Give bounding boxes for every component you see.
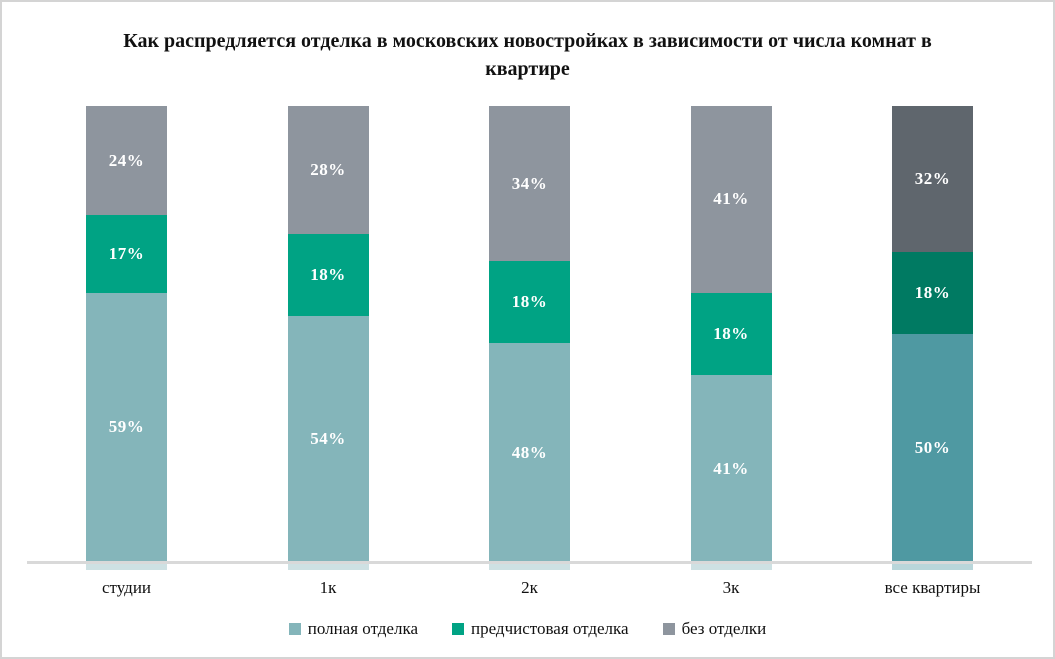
legend-item: предчистовая отделка (452, 619, 629, 639)
x-label-2к: 2к (521, 578, 538, 597)
bar-value-label: 18% (511, 292, 548, 312)
legend: полная отделка предчистовая отделка без от… (2, 619, 1053, 639)
bar-segment: 59% (86, 292, 167, 562)
x-label-студии: студии (101, 578, 152, 597)
x-label-3к: 3к (722, 578, 740, 597)
bar-value-label: 18% (310, 264, 346, 284)
bar-segment: 54% (287, 315, 369, 562)
below-axis-stubs (86, 562, 973, 570)
bar-stub (690, 562, 772, 570)
bar-value-label: 32% (914, 168, 951, 188)
bar-segment: 32% (892, 106, 973, 252)
bar-value-label: 50% (914, 437, 951, 457)
legend-label: предчистовая отделка (471, 619, 629, 638)
bar-value-label: 41% (713, 458, 749, 478)
legend-swatch-icon (288, 623, 301, 635)
legend-item: без отделки (662, 619, 767, 639)
x-axis-line (27, 561, 1032, 564)
bar-stub (489, 562, 570, 570)
bar-stub (287, 562, 369, 570)
bar-2к: 34% 18% 48% (489, 106, 570, 562)
bar-segment: 28% (287, 106, 369, 234)
legend-item: полная отделка (288, 619, 418, 639)
bar-value-label: 54% (310, 428, 346, 448)
bar-value-label: 17% (108, 244, 145, 264)
bar-value-label: 59% (108, 417, 145, 437)
bar-segment: 18% (690, 292, 772, 376)
bar-segment: 18% (489, 261, 570, 344)
chart-title: Как распредляется отделка в московских н… (123, 30, 932, 80)
bar-segment: 41% (690, 375, 772, 562)
bar-segment: 17% (86, 215, 167, 293)
bar-segment: 24% (86, 106, 167, 216)
bar-segment: 18% (892, 251, 973, 334)
legend-swatch-icon (662, 623, 675, 635)
bar-segment: 50% (892, 333, 973, 562)
legend-label: без отделки (681, 619, 767, 638)
bar-segment: 41% (690, 106, 772, 293)
plot-area: 24% 17% 59% 28% 18% 54% 34% 18% 48% 41% 18% 41% 32% 1… (86, 106, 973, 562)
legend-swatch-icon (452, 623, 464, 635)
bar-value-label: 48% (511, 442, 548, 462)
x-axis-labels: студии 1к 2к 3к все квартиры (86, 578, 981, 598)
bar-stub (86, 562, 167, 570)
bar-segment: 18% (287, 233, 369, 316)
bar-segment: 34% (489, 106, 570, 262)
bar-value-label: 24% (108, 150, 145, 170)
bar-stub (892, 562, 973, 570)
bar-value-label: 34% (511, 173, 548, 193)
bar-1к: 28% 18% 54% (287, 106, 369, 562)
bar-value-label: 28% (310, 159, 346, 179)
bar-segment: 48% (489, 343, 570, 562)
legend-label: полная отделка (307, 619, 418, 638)
bar-value-label: 18% (914, 282, 951, 302)
bar-все квартиры: 32% 18% 50% (892, 106, 973, 562)
bar-3к: 41% 18% 41% (690, 106, 772, 562)
x-label-1к: 1к (319, 578, 337, 597)
bar-value-label: 18% (713, 323, 749, 343)
x-label-все квартиры: все квартиры (884, 578, 981, 597)
bar-value-label: 41% (713, 189, 749, 209)
bar-студии: 24% 17% 59% (86, 106, 167, 562)
